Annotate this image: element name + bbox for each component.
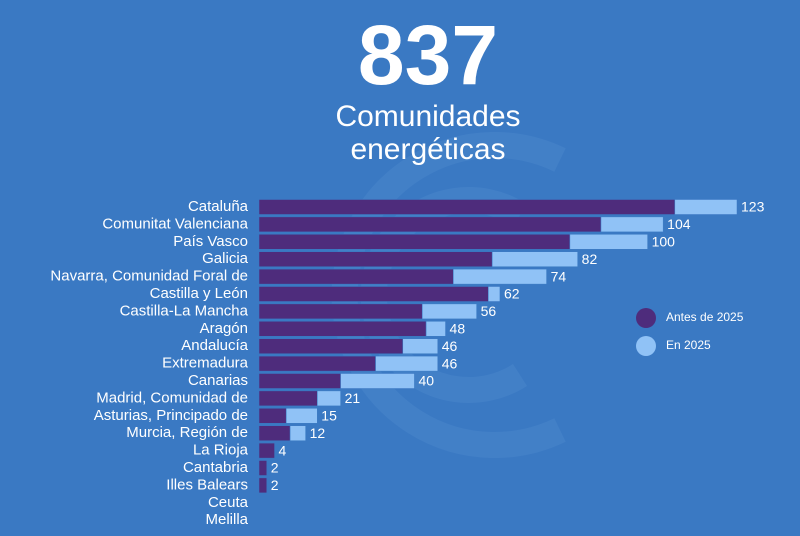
legend-swatch: [636, 336, 656, 356]
category-label: Madrid, Comunidad de: [96, 389, 248, 406]
legend-swatch: [636, 308, 656, 328]
total-label: 48: [450, 321, 466, 337]
total-label: 56: [481, 303, 497, 319]
category-label: Comunitat Valenciana: [102, 215, 248, 232]
total-label: 62: [504, 286, 520, 302]
bar-segment: [488, 286, 501, 302]
total-label: 46: [442, 355, 458, 371]
bar-segment: [258, 216, 602, 233]
bar-segment: [317, 390, 341, 407]
total-label: 2: [271, 460, 279, 476]
category-label: Cantabria: [183, 459, 249, 476]
bar-segment: [289, 425, 306, 441]
bar-segment: [258, 251, 493, 267]
legend-label: En 2025: [666, 338, 711, 352]
bar-segment: [258, 286, 489, 302]
bar-segment: [258, 234, 571, 250]
bar-segment: [375, 355, 439, 372]
bar-segment: [258, 303, 423, 320]
bar-segment: [674, 199, 738, 215]
category-label: Aragón: [200, 320, 248, 337]
total-label: 40: [418, 373, 434, 389]
bar-segment: [258, 321, 427, 337]
category-label: Extremadura: [162, 355, 249, 372]
total-label: 100: [652, 234, 676, 250]
category-label: Castilla y León: [150, 285, 248, 302]
bar-segment: [258, 460, 268, 476]
category-label: Murcia, Región de: [126, 424, 248, 441]
legend-label: Antes de 2025: [666, 310, 744, 324]
bar-segment: [258, 425, 291, 441]
category-label: Asturias, Principado de: [94, 407, 248, 424]
bar-segment: [569, 234, 648, 250]
total-label: 4: [279, 442, 287, 458]
total-label: 82: [582, 251, 598, 267]
bar-segment: [453, 268, 547, 285]
category-label: Navarra, Comunidad Foral de: [50, 268, 248, 285]
category-label: País Vasco: [173, 233, 248, 250]
bar-segment: [402, 338, 439, 354]
category-label: Cataluña: [188, 198, 249, 215]
total-label: 46: [442, 338, 458, 354]
bar-segment: [285, 408, 318, 424]
bar-segment: [600, 216, 664, 233]
chart-subtitle: energéticas: [350, 133, 505, 166]
bar-segment: [258, 373, 341, 389]
total-label: 123: [741, 199, 765, 215]
bar-segment: [421, 303, 477, 320]
chart-title: 837: [358, 8, 498, 102]
category-label: Galicia: [202, 250, 249, 267]
bar-segment: [258, 355, 376, 372]
bar-segment: [425, 321, 446, 337]
bar-segment: [258, 408, 287, 424]
category-label: Andalucía: [181, 337, 248, 354]
bar-segment: [340, 373, 415, 389]
chart-subtitle: Comunidades: [335, 100, 520, 133]
bar-segment: [258, 442, 275, 459]
total-label: 15: [321, 408, 337, 424]
category-label: La Rioja: [193, 442, 249, 459]
bar-segment: [258, 477, 268, 494]
total-label: 12: [310, 425, 326, 441]
bar-segment: [258, 268, 454, 285]
bar-segment: [491, 251, 578, 267]
category-label: Melilla: [205, 511, 248, 528]
bar-segment: [258, 199, 676, 215]
category-label: Canarias: [188, 372, 248, 389]
category-label: Ceuta: [208, 494, 249, 511]
total-label: 2: [271, 477, 279, 493]
total-label: 21: [345, 390, 361, 406]
bar-segment: [258, 390, 318, 407]
total-label: 104: [667, 216, 691, 232]
category-label: Castilla-La Mancha: [120, 302, 249, 319]
category-label: Illes Balears: [166, 476, 248, 493]
bar-segment: [258, 338, 404, 354]
total-label: 74: [551, 268, 567, 284]
